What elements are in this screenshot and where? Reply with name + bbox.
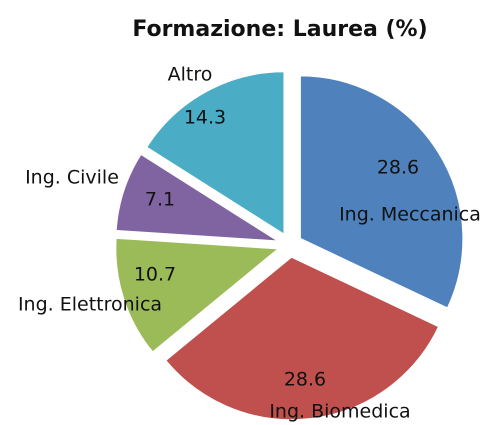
pie-slice (164, 256, 440, 421)
category-label: Ing. Meccanica (339, 204, 481, 226)
category-label: Ing. Civile (25, 167, 119, 189)
pie-slice (115, 153, 279, 243)
chart-title: Formazione: Laurea (%) (132, 17, 427, 42)
pie-slice (299, 74, 464, 310)
pie-slice (114, 237, 281, 354)
value-label: 14.3 (184, 107, 226, 129)
pie-slice (145, 70, 285, 236)
category-label: Altro (168, 64, 213, 86)
value-label: 28.6 (377, 157, 419, 179)
value-label: 10.7 (134, 264, 176, 286)
value-label: 7.1 (145, 189, 175, 211)
value-label: 28.6 (284, 369, 326, 391)
category-label: Ing. Biomedica (269, 401, 410, 423)
category-label: Ing. Elettronica (18, 294, 162, 316)
